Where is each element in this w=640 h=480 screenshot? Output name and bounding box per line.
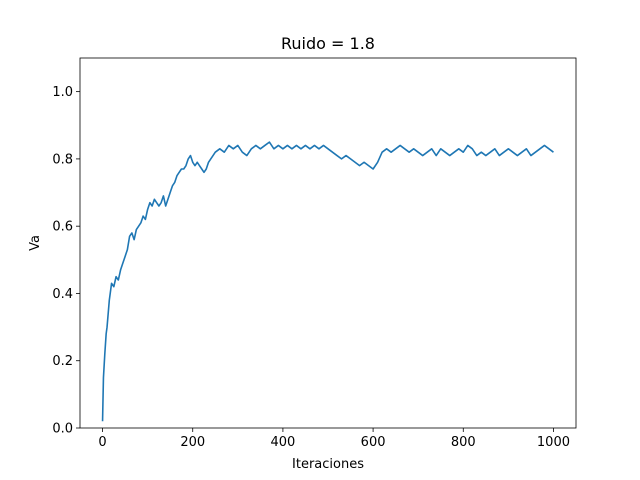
x-tick-label: 600 xyxy=(361,435,386,450)
y-tick-label: 0.2 xyxy=(52,354,73,369)
x-axis-ticks: 0 200 400 600 800 1000 xyxy=(98,428,570,450)
plot-frame xyxy=(79,57,577,429)
x-axis-label: Iteraciones xyxy=(292,457,364,472)
y-tick-label: 0.4 xyxy=(52,287,73,302)
y-tick-label: 1.0 xyxy=(52,85,73,100)
plot-area xyxy=(79,57,577,429)
y-tick-label: 0.6 xyxy=(52,220,73,235)
x-tick-label: 0 xyxy=(98,435,106,450)
y-tick-label: 0.8 xyxy=(52,152,73,167)
x-tick-label: 400 xyxy=(270,435,295,450)
x-tick-label: 800 xyxy=(451,435,476,450)
y-tick-label: 0.0 xyxy=(52,422,73,437)
y-axis-label: Va xyxy=(28,235,43,251)
x-tick-label: 1000 xyxy=(537,435,570,450)
chart-title: Ruido = 1.8 xyxy=(281,34,375,53)
y-axis-ticks: 0.0 0.2 0.4 0.6 0.8 1.0 xyxy=(52,85,80,437)
series-line xyxy=(101,141,554,422)
x-tick-label: 200 xyxy=(180,435,205,450)
